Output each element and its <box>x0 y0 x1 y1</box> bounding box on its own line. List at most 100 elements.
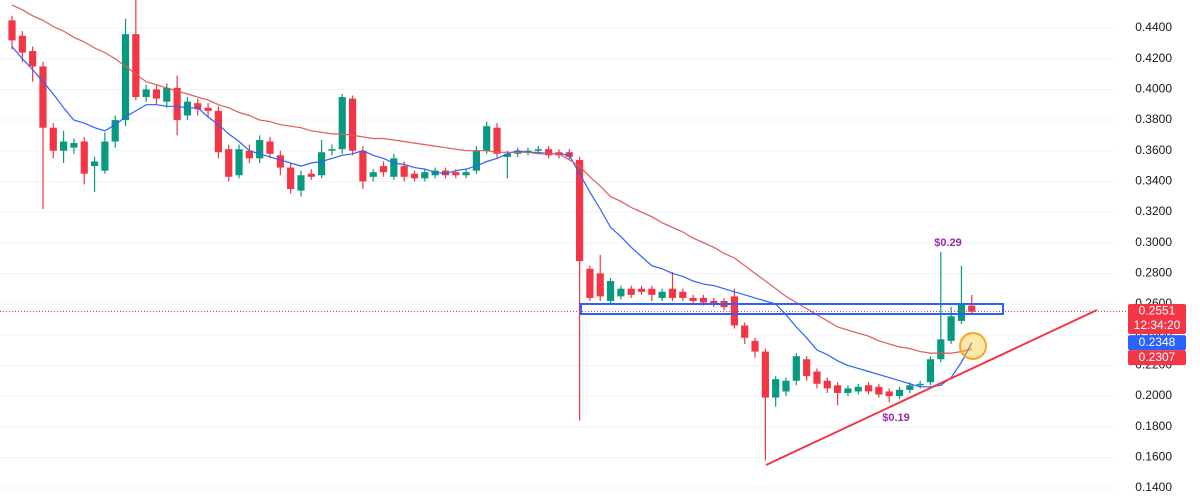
y-tick-label: 0.1800 <box>1135 419 1172 433</box>
candle-body <box>658 291 666 298</box>
candle-body <box>483 126 491 151</box>
candle-body <box>204 107 212 111</box>
candle-body <box>792 356 800 381</box>
candle-body <box>287 167 295 190</box>
candle-body <box>586 268 594 298</box>
candle-body <box>163 87 171 102</box>
candle-body <box>235 149 243 176</box>
candle-body <box>49 127 57 151</box>
candle-body <box>328 149 336 151</box>
candle-body <box>844 388 852 393</box>
candle-body <box>813 371 821 384</box>
candle-body <box>803 359 811 377</box>
candle-body <box>225 149 233 177</box>
candle-body <box>338 97 346 150</box>
candle-body <box>699 297 708 303</box>
candle-body <box>276 155 284 168</box>
moving-average-line <box>11 46 973 388</box>
price-label-box <box>1128 350 1186 366</box>
candle-body <box>379 166 388 173</box>
candle-body <box>318 152 326 176</box>
candle-body <box>627 288 635 295</box>
candle-body <box>101 141 109 171</box>
candle-body <box>565 152 573 157</box>
candle-body <box>648 288 656 295</box>
candle-body <box>183 101 192 116</box>
candle-body <box>576 159 584 262</box>
candle-body <box>462 172 470 176</box>
candle-body <box>968 305 976 312</box>
candle-body <box>173 87 181 121</box>
candle-body <box>266 141 274 154</box>
price-label-box <box>1128 335 1186 351</box>
candle-body <box>895 389 904 397</box>
candle-body <box>297 175 305 191</box>
y-tick-label: 0.3000 <box>1135 235 1172 249</box>
candle-body <box>152 89 161 99</box>
candle-body <box>29 51 37 67</box>
candle-body <box>637 288 646 292</box>
candle-body <box>957 304 966 321</box>
candle-body <box>606 281 615 301</box>
annotation: $0.19 <box>882 412 910 424</box>
candle-body <box>751 340 759 352</box>
candle-body <box>679 291 687 298</box>
candle-body <box>937 339 945 360</box>
candle-body <box>359 150 367 182</box>
candle-body <box>194 103 202 110</box>
candle-body <box>142 89 150 98</box>
candle-body <box>782 380 790 392</box>
y-tick-label: 0.2800 <box>1135 266 1172 280</box>
plot <box>0 0 1128 461</box>
candle-body <box>864 385 873 392</box>
candle-body <box>369 172 377 177</box>
candle-body <box>132 34 140 98</box>
y-axis: 0.14000.16000.18000.20000.22000.24000.26… <box>1128 20 1186 494</box>
candle-body <box>617 288 625 297</box>
candle-body <box>906 385 914 390</box>
y-tick-label: 0.1400 <box>1135 480 1172 494</box>
candle-body <box>348 98 357 151</box>
candle-body <box>761 351 769 398</box>
price-label-box <box>1128 304 1186 335</box>
candle-body <box>596 273 604 297</box>
candle-body <box>493 127 501 154</box>
candle-body <box>916 383 924 386</box>
y-tick-label: 0.3400 <box>1135 174 1172 188</box>
candle-body <box>245 150 253 159</box>
candle-body <box>524 150 532 153</box>
candle-body <box>441 170 450 176</box>
grid <box>0 27 1115 489</box>
candle-body <box>307 173 315 177</box>
candle-body <box>60 141 68 151</box>
y-tick-label: 0.4400 <box>1135 20 1172 34</box>
candle-body <box>885 391 893 397</box>
candle-body <box>90 161 99 167</box>
candle-body <box>410 173 419 179</box>
price-label: 0.2348 <box>1139 335 1176 349</box>
candle-body <box>111 120 119 142</box>
highlight-circle <box>959 332 987 360</box>
candle-body <box>121 34 130 121</box>
y-tick-label: 0.4200 <box>1135 51 1172 65</box>
candle-body <box>421 172 429 179</box>
candle-body <box>545 149 553 156</box>
countdown: 12:34:20 <box>1134 318 1181 332</box>
moving-average-line <box>11 4 972 354</box>
candle-body <box>8 20 16 41</box>
candle-body <box>400 166 408 177</box>
candle-body <box>875 386 883 395</box>
candle-body <box>834 385 842 393</box>
y-tick-label: 0.1600 <box>1135 450 1172 464</box>
candle-body <box>668 288 677 298</box>
candle-body <box>431 170 439 176</box>
candle-body <box>256 139 264 159</box>
y-tick-label: 0.4000 <box>1135 82 1172 96</box>
candle-body <box>534 149 542 151</box>
candle-body <box>947 316 955 341</box>
candle-body <box>452 172 460 176</box>
y-tick-label: 0.3600 <box>1135 143 1172 157</box>
candle-body <box>926 359 935 383</box>
candle-body <box>503 153 511 157</box>
y-tick-label: 0.3200 <box>1135 204 1172 218</box>
